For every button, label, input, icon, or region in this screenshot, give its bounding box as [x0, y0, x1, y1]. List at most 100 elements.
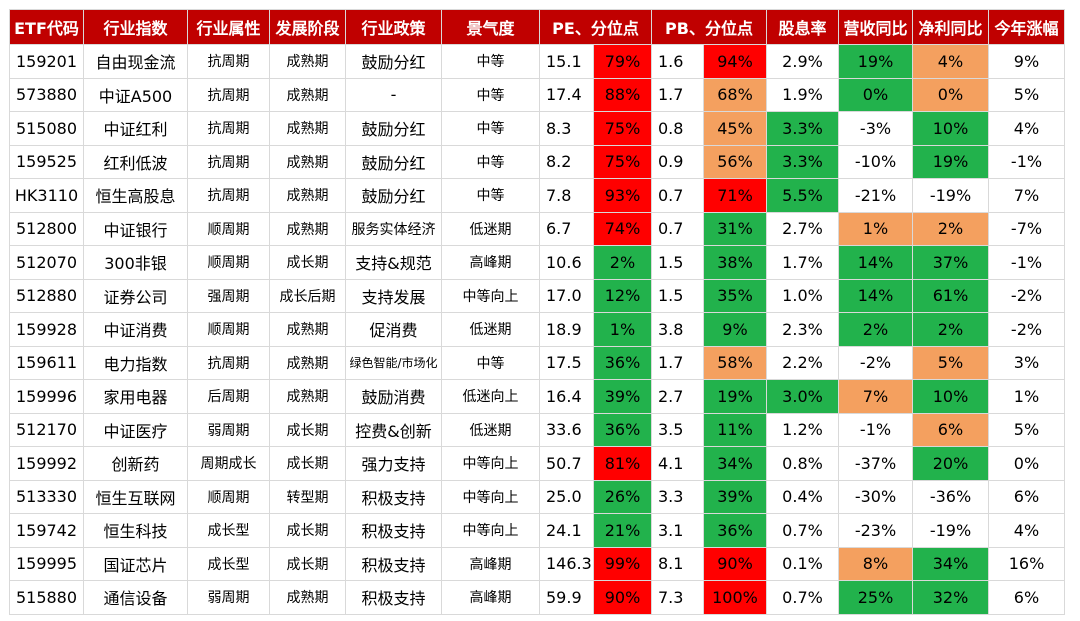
cell-etf-code: 512070: [9, 245, 84, 280]
cell-pe-percentile: 26%: [593, 479, 652, 514]
cell-pb: 8.1: [651, 546, 704, 581]
cell-industry-attribute: 抗周期: [187, 144, 270, 179]
cell-revenue-yoy: -21%: [838, 178, 913, 213]
cell-etf-code: 512800: [9, 211, 84, 246]
cell-industry-attribute: 周期成长: [187, 446, 270, 481]
cell-profit-yoy: 10%: [912, 379, 989, 414]
cell-revenue-yoy: -30%: [838, 479, 913, 514]
cell-ytd-return: 6%: [988, 580, 1065, 615]
cell-revenue-yoy: 25%: [838, 580, 913, 615]
cell-pe: 8.3: [539, 111, 594, 146]
cell-revenue-yoy: 0%: [838, 77, 913, 112]
cell-pb: 2.7: [651, 379, 704, 414]
cell-industry-attribute: 顺周期: [187, 211, 270, 246]
cell-revenue-yoy: 7%: [838, 379, 913, 414]
table-row: 159201 自由现金流 抗周期 成熟期 鼓励分红 中等 15.1 79% 1.6 94% 2.9%…: [9, 44, 1065, 79]
cell-industry-attribute: 顺周期: [187, 245, 270, 280]
cell-prosperity: 低迷期: [441, 211, 540, 246]
cell-etf-code: HK3110: [9, 178, 84, 213]
header-industry-index: 行业指数: [83, 9, 188, 45]
cell-pe-percentile: 74%: [593, 211, 652, 246]
cell-industry-policy: 鼓励分红: [345, 144, 442, 179]
cell-profit-yoy: 2%: [912, 211, 989, 246]
table-row: 573880 中证A500 抗周期 成熟期 - 中等 17.4 88% 1.7 68% 1.9% 0%…: [9, 77, 1065, 112]
cell-etf-code: 159992: [9, 446, 84, 481]
cell-profit-yoy: 37%: [912, 245, 989, 280]
cell-profit-yoy: 10%: [912, 111, 989, 146]
cell-etf-code: 159201: [9, 44, 84, 79]
cell-dividend-yield: 1.2%: [766, 412, 839, 447]
cell-industry-policy: 积极支持: [345, 580, 442, 615]
table-body: 159201 自由现金流 抗周期 成熟期 鼓励分红 中等 15.1 79% 1.6 94% 2.9%…: [9, 44, 1065, 615]
cell-revenue-yoy: -10%: [838, 144, 913, 179]
cell-development-stage: 成熟期: [269, 312, 346, 347]
cell-development-stage: 转型期: [269, 479, 346, 514]
cell-revenue-yoy: -23%: [838, 513, 913, 548]
cell-pe: 7.8: [539, 178, 594, 213]
header-pe-percentile: PE、分位点: [539, 9, 652, 45]
cell-pe: 10.6: [539, 245, 594, 280]
cell-etf-code: 159742: [9, 513, 84, 548]
cell-pe-percentile: 81%: [593, 446, 652, 481]
header-prosperity: 景气度: [441, 9, 540, 45]
cell-industry-policy: 支持&规范: [345, 245, 442, 280]
cell-dividend-yield: 0.7%: [766, 513, 839, 548]
header-pb-percentile: PB、分位点: [651, 9, 767, 45]
cell-pe-percentile: 36%: [593, 345, 652, 380]
cell-industry-index: 恒生科技: [83, 513, 188, 548]
cell-industry-attribute: 抗周期: [187, 111, 270, 146]
cell-development-stage: 成长期: [269, 513, 346, 548]
cell-revenue-yoy: 1%: [838, 211, 913, 246]
cell-development-stage: 成熟期: [269, 379, 346, 414]
cell-pb-percentile: 31%: [703, 211, 767, 246]
cell-prosperity: 中等向上: [441, 278, 540, 313]
cell-profit-yoy: 0%: [912, 77, 989, 112]
cell-pb-percentile: 71%: [703, 178, 767, 213]
cell-revenue-yoy: -37%: [838, 446, 913, 481]
table-row: 159996 家用电器 后周期 成熟期 鼓励消费 低迷向上 16.4 39% 2.7 19% 3.0…: [9, 379, 1065, 414]
cell-pe-percentile: 93%: [593, 178, 652, 213]
cell-prosperity: 低迷期: [441, 312, 540, 347]
header-industry-policy: 行业政策: [345, 9, 442, 45]
cell-prosperity: 中等: [441, 178, 540, 213]
cell-industry-policy: 鼓励分红: [345, 178, 442, 213]
cell-industry-attribute: 成长型: [187, 546, 270, 581]
cell-revenue-yoy: 14%: [838, 245, 913, 280]
cell-industry-attribute: 后周期: [187, 379, 270, 414]
cell-industry-attribute: 强周期: [187, 278, 270, 313]
cell-pb-percentile: 94%: [703, 44, 767, 79]
cell-ytd-return: -2%: [988, 278, 1065, 313]
cell-industry-policy: 积极支持: [345, 479, 442, 514]
cell-pb-percentile: 36%: [703, 513, 767, 548]
cell-dividend-yield: 3.3%: [766, 111, 839, 146]
cell-pe: 17.5: [539, 345, 594, 380]
cell-pe-percentile: 88%: [593, 77, 652, 112]
cell-pb-percentile: 39%: [703, 479, 767, 514]
cell-development-stage: 成熟期: [269, 77, 346, 112]
table-row: 159928 中证消费 顺周期 成熟期 促消费 低迷期 18.9 1% 3.8 9% 2.3% 2% 2…: [9, 312, 1065, 347]
cell-profit-yoy: -19%: [912, 513, 989, 548]
cell-pb-percentile: 56%: [703, 144, 767, 179]
table-row: 512170 中证医疗 弱周期 成长期 控费&创新 低迷期 33.6 36% 3.5 11% 1.2…: [9, 412, 1065, 447]
cell-prosperity: 高峰期: [441, 245, 540, 280]
cell-pe-percentile: 79%: [593, 44, 652, 79]
cell-etf-code: 159996: [9, 379, 84, 414]
cell-industry-policy: 积极支持: [345, 546, 442, 581]
cell-development-stage: 成熟期: [269, 178, 346, 213]
cell-ytd-return: 3%: [988, 345, 1065, 380]
table-row: HK3110 恒生高股息 抗周期 成熟期 鼓励分红 中等 7.8 93% 0.7 71% 5.5% -…: [9, 178, 1065, 213]
cell-profit-yoy: 5%: [912, 345, 989, 380]
cell-industry-index: 家用电器: [83, 379, 188, 414]
cell-industry-index: 红利低波: [83, 144, 188, 179]
cell-prosperity: 中等: [441, 111, 540, 146]
cell-dividend-yield: 2.2%: [766, 345, 839, 380]
cell-industry-policy: -: [345, 77, 442, 112]
cell-dividend-yield: 3.3%: [766, 144, 839, 179]
cell-industry-attribute: 弱周期: [187, 412, 270, 447]
cell-prosperity: 中等向上: [441, 446, 540, 481]
cell-pb: 7.3: [651, 580, 704, 615]
table-row: 159525 红利低波 抗周期 成熟期 鼓励分红 中等 8.2 75% 0.9 56% 3.3% -1…: [9, 144, 1065, 179]
cell-revenue-yoy: 14%: [838, 278, 913, 313]
cell-dividend-yield: 1.7%: [766, 245, 839, 280]
cell-prosperity: 中等: [441, 44, 540, 79]
